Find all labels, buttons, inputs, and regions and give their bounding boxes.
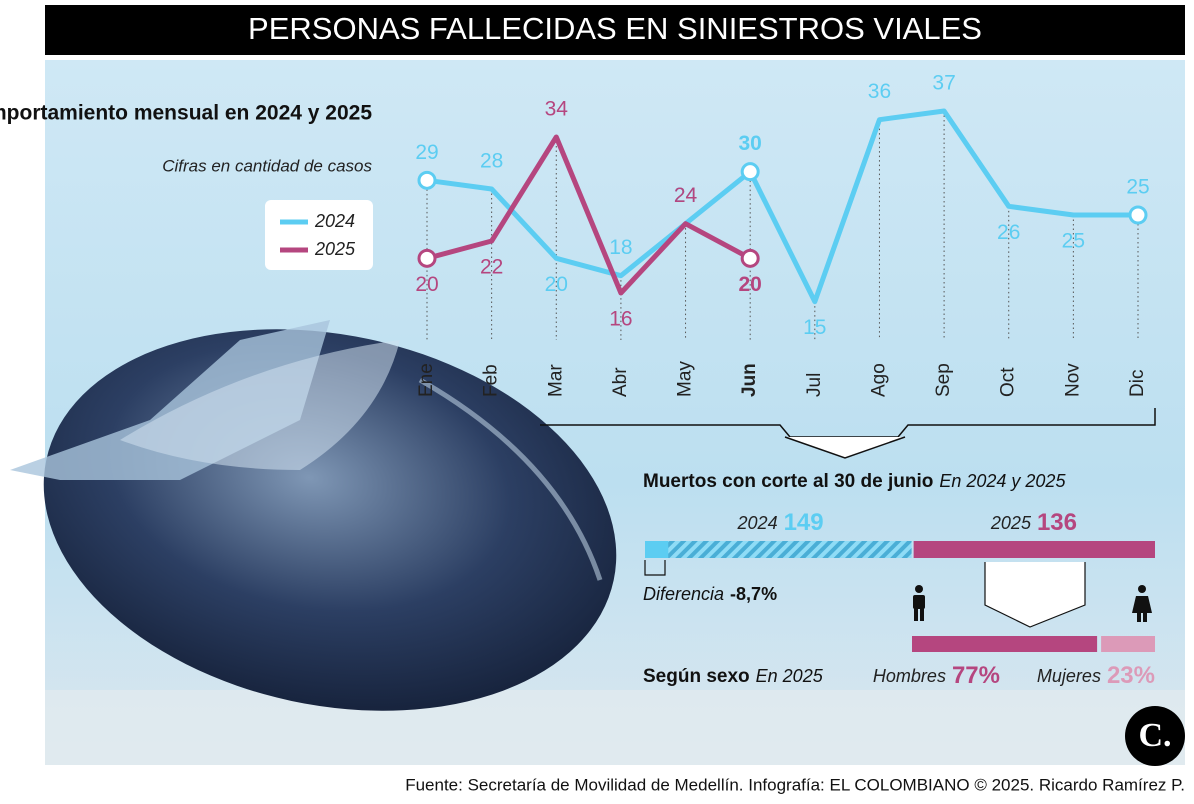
data-label: 37 [932,72,955,95]
bar-difference [645,541,669,558]
sex-title-text: Según sexo [643,666,750,687]
bar-year: 2025 [990,513,1032,533]
x-tick-label: Dic [1127,370,1148,397]
x-tick-label: Jul [804,373,825,397]
chart-title: Comportamiento mensual en 2024 y 2025 [0,102,372,125]
data-label: 25 [1126,176,1149,199]
x-tick-label: Ago [868,363,889,397]
x-tick-label: Feb [481,364,502,397]
bar-label: 2025 136 [990,509,1077,536]
logo: C. [1138,717,1171,754]
data-label: 25 [1062,230,1085,253]
x-tick-label: Nov [1062,363,1083,397]
arrow [784,436,906,459]
deaths-title: Muertos con corte al 30 de junio En 2024 … [643,471,1066,492]
bar-value: 136 [1037,509,1077,536]
data-label: 15 [803,316,826,339]
data-label: 20 [545,273,568,296]
bar-2025 [913,541,1155,558]
bar-year: 2024 [737,513,778,533]
man-icon [913,585,925,621]
bar-2024 [645,541,912,558]
difference-value: -8,7% [730,584,777,604]
series-line [426,108,1138,305]
x-tick-label: Sep [933,363,954,397]
x-tick-label: May [675,361,696,397]
chart-subtitle: Cifras en cantidad de casos [162,156,372,175]
point-marker [417,248,437,268]
data-label: 22 [480,256,503,279]
legend-label: 2024 [314,211,355,231]
sex-arrow [984,562,1086,628]
difference-label: Diferencia [643,584,724,604]
source: Fuente: Secretaría de Movilidad de Medel… [405,775,1185,794]
data-label: 24 [674,184,698,207]
point-marker [1128,205,1148,225]
main-title: PERSONAS FALLECIDAS EN SINIESTROS VIALES [248,11,982,46]
data-label: 30 [739,132,762,155]
helmet-illustration [10,320,617,711]
sex-value: 77% [952,662,1000,689]
sex-category: Hombres [873,666,946,686]
sex-value: 23% [1107,662,1155,689]
x-tick-label: Jun [739,363,760,397]
difference-bracket [644,560,666,576]
data-label: 28 [480,150,503,173]
x-tick-label: Abr [610,367,631,397]
sex-category: Mujeres [1037,666,1101,686]
x-tick-label: Ene [416,363,437,397]
legend-label: 2025 [314,239,356,259]
point-marker [740,248,760,268]
data-label: 20 [415,273,438,296]
bar-value: 149 [784,509,824,536]
deaths-title-text: Muertos con corte al 30 de junio [643,471,933,492]
data-label: 36 [868,80,891,103]
logo-circle [1125,706,1185,766]
difference: Diferencia -8,7% [643,584,777,604]
data-label: 29 [415,141,438,164]
sex-subtitle: En 2025 [756,666,824,686]
floor [45,690,1185,765]
data-label: 16 [609,308,632,331]
data-label: 18 [609,236,632,259]
sex-bar [1101,636,1155,652]
sex-bar [912,636,1098,652]
x-tick-label: Oct [998,367,1019,397]
sex-title: Según sexo En 2025 [643,666,824,687]
data-label: 20 [739,273,762,296]
series-line [426,134,752,296]
sex-label: Hombres 77% [873,662,1000,689]
sex-label: Mujeres 23% [1037,662,1155,689]
point-marker [417,170,437,190]
data-label: 34 [545,98,569,121]
deaths-subtitle: En 2024 y 2025 [939,471,1066,491]
bar-label: 2024 149 [737,509,824,536]
data-label: 26 [997,221,1020,244]
title-bar [45,5,1185,55]
data-label: 24 [674,184,698,207]
x-tick-label: Mar [545,364,566,397]
woman-icon [1132,585,1152,622]
point-marker [740,162,760,182]
